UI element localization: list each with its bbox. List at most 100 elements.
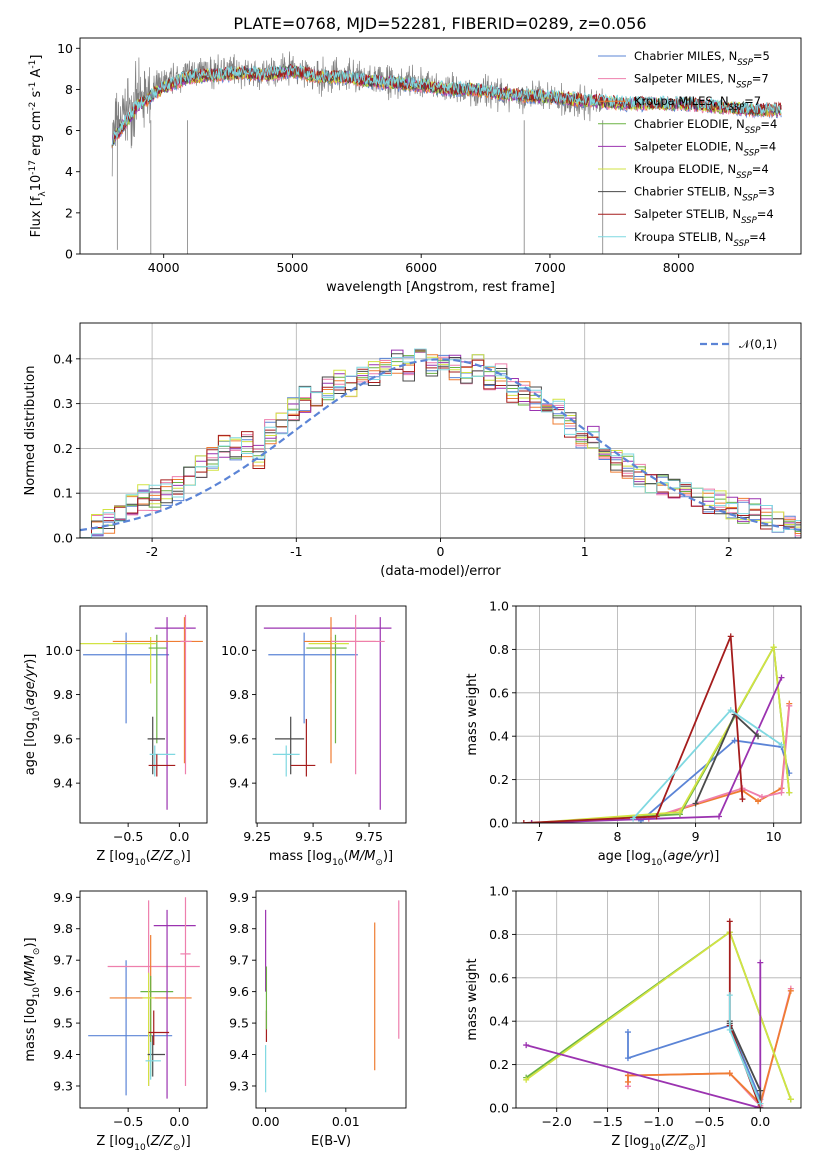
y-tick-label: 9.8 — [53, 921, 73, 936]
y-tick-label: 9.9 — [229, 890, 249, 905]
x-tick-label: 0.00 — [252, 1114, 280, 1129]
y-tick-label: 9.3 — [229, 1078, 249, 1093]
weight-marker — [726, 918, 733, 925]
x-tick-label: 1 — [581, 544, 589, 559]
x-axis-label: age [log10(age/yr)] — [598, 849, 720, 868]
y-tick-label: 10 — [57, 41, 73, 56]
residual-histogram — [80, 348, 801, 538]
axes-frame — [79, 37, 802, 255]
weight-marker — [727, 707, 734, 714]
weight-marker — [757, 1100, 764, 1107]
figure-title: PLATE=0768, MJD=52281, FIBERID=0289, z=0… — [233, 14, 646, 33]
y-tick-label: 9.8 — [53, 687, 73, 702]
weight-series-line — [523, 636, 744, 823]
errorbar-point — [180, 614, 192, 775]
plot-area — [523, 918, 794, 1108]
x-tick-label: 8 — [614, 829, 622, 844]
weight-marker — [778, 674, 785, 681]
x-tick-label: 9.5 — [303, 829, 323, 844]
legend-entry: Salpeter ELODIE, NSSP=4 — [634, 139, 776, 158]
spectrum-legend: Chabrier MILES, NSSP=5 Salpeter MILES, NS… — [598, 49, 777, 249]
weight-marker — [727, 633, 734, 640]
plot-area — [88, 897, 200, 1099]
errorbar-point — [148, 754, 176, 777]
y-tick-label: 9.6 — [53, 731, 73, 746]
plot-area — [520, 633, 793, 823]
errorbar-point — [148, 1010, 170, 1046]
weight-marker — [786, 789, 793, 796]
y-axis-label: mass weight — [465, 958, 480, 1040]
x-tick-label: 10 — [766, 829, 782, 844]
y-tick-label: 0 — [65, 247, 73, 262]
y-tick-label: 0.4 — [489, 1014, 509, 1029]
x-tick-label: 2 — [725, 544, 733, 559]
spectrum-model-line — [111, 64, 782, 146]
axes-frame — [79, 605, 208, 824]
x-tick-label: 0.01 — [332, 1114, 360, 1129]
x-axis-label: Z [log10(Z/Z⊙)] — [611, 1134, 705, 1153]
y-tick-label: 9.7 — [53, 953, 73, 968]
x-tick-label: 9.75 — [355, 829, 383, 844]
errorbar-point — [268, 632, 358, 724]
errorbar-point — [88, 960, 173, 1096]
x-tick-label: 9.25 — [243, 829, 271, 844]
weight-marker — [758, 793, 765, 800]
plot-area — [263, 614, 392, 810]
y-tick-label: 8 — [65, 82, 73, 97]
errorbar-point — [83, 632, 170, 724]
y-tick-label: 0.0 — [489, 1101, 509, 1116]
y-axis-label: age [log10(age/yr)] — [23, 654, 42, 776]
panel-mass_vs_ebv: 0.00 0.01 9.3 9.4 9.5 9.6 9.7 9.8 9.9 E(B-V) — [229, 890, 407, 1149]
y-axis-label: Normed distribution — [23, 366, 38, 496]
x-tick-label: -1 — [290, 544, 302, 559]
x-tick-label: 5000 — [277, 260, 309, 275]
weight-marker — [726, 1070, 733, 1077]
y-tick-label: 9.6 — [53, 984, 73, 999]
y-tick-label: 6 — [65, 123, 73, 138]
residual-histogram — [80, 349, 801, 538]
panel-spectrum: 4000 5000 6000 7000 8000 0 2 4 6 8 10 wavelength [A… — [28, 37, 802, 295]
y-tick-label: 9.4 — [229, 1047, 249, 1062]
x-tick-label: 8000 — [663, 260, 695, 275]
y-tick-label: 9.9 — [53, 890, 73, 905]
weight-marker — [692, 800, 699, 807]
weight-marker — [770, 644, 777, 651]
legend-entry: Chabrier MILES, NSSP=5 — [634, 49, 770, 68]
x-tick-label: 7000 — [534, 260, 566, 275]
x-tick-label: −0.5 — [694, 1114, 724, 1129]
errorbar-point — [148, 634, 168, 744]
x-axis-label: (data-model)/error — [380, 564, 501, 579]
x-tick-label: −0.5 — [113, 829, 143, 844]
plot-area — [265, 900, 400, 1093]
legend-entry: Chabrier ELODIE, NSSP=4 — [634, 117, 777, 136]
plot-area — [111, 51, 782, 254]
gaussian-curve — [80, 358, 801, 532]
legend-entry: Chabrier STELIB, NSSP=3 — [634, 185, 775, 204]
y-tick-label: 0.2 — [489, 1057, 509, 1072]
panel-age_vs_Z: −0.5 0.0 9.4 9.6 9.8 10.0 Z [log10(Z/Z⊙)] age [… — [23, 605, 208, 868]
legend-entry: Salpeter MILES, NSSP=7 — [634, 72, 769, 91]
y-tick-label: 1.0 — [489, 599, 509, 614]
y-tick-label: 1.0 — [489, 884, 509, 899]
weight-marker — [755, 733, 762, 740]
errorbar-point — [180, 897, 191, 1086]
y-tick-label: 9.5 — [229, 1016, 249, 1031]
weight-marker — [676, 809, 683, 816]
weight-marker — [787, 1096, 794, 1103]
axes-frame — [255, 890, 407, 1109]
panel-age_vs_mass: 9.25 9.5 9.75 9.4 9.6 9.8 10.0 mass [log10(M/M⊙… — [221, 605, 407, 868]
errorbar-point — [80, 637, 156, 684]
weight-marker — [787, 987, 794, 994]
weight-marker — [716, 813, 723, 820]
errorbar-point — [290, 718, 316, 777]
panel-weight_vs_Z: −2.0 −1.5 −1.0 −0.5 0.0 0.0 0.2 0.4 0.6 0.8 1.0 Z [… — [465, 884, 802, 1153]
x-tick-label: −0.5 — [113, 1114, 143, 1129]
weight-marker — [726, 1026, 733, 1033]
x-tick-label: 0.0 — [169, 829, 189, 844]
weight-marker — [624, 1029, 631, 1036]
weight-marker — [786, 702, 793, 709]
y-tick-label: 0.1 — [53, 486, 73, 501]
legend-entry: Kroupa STELIB, NSSP=4 — [634, 230, 766, 249]
errorbar-point — [275, 716, 305, 775]
